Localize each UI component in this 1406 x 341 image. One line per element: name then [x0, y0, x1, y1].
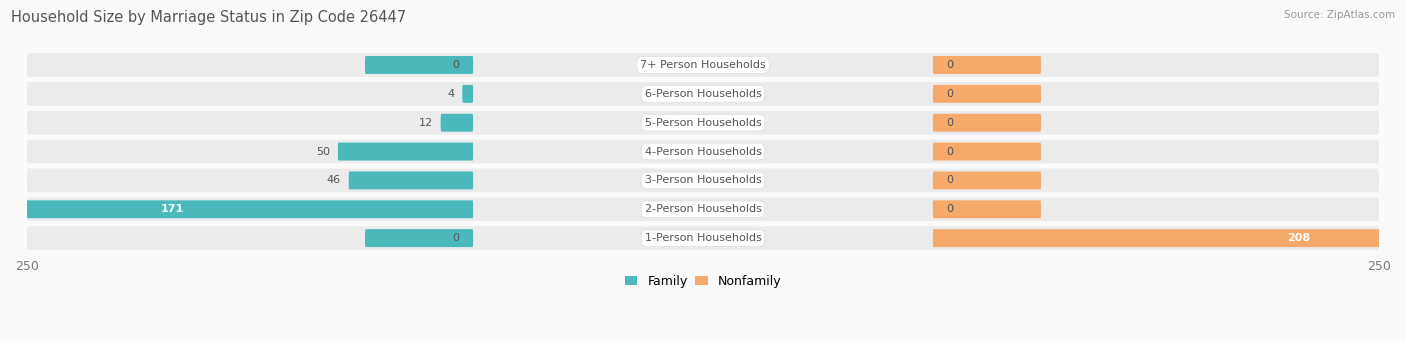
FancyBboxPatch shape [463, 85, 474, 103]
FancyBboxPatch shape [337, 143, 474, 161]
FancyBboxPatch shape [932, 143, 1040, 161]
FancyBboxPatch shape [932, 56, 1040, 74]
FancyBboxPatch shape [27, 82, 1379, 106]
Text: 7+ Person Households: 7+ Person Households [640, 60, 766, 70]
Text: 0: 0 [946, 175, 953, 186]
Text: Source: ZipAtlas.com: Source: ZipAtlas.com [1284, 10, 1395, 20]
Text: 2-Person Households: 2-Person Households [644, 204, 762, 214]
FancyBboxPatch shape [27, 197, 1379, 221]
Text: 208: 208 [1286, 233, 1310, 243]
FancyBboxPatch shape [27, 53, 1379, 77]
FancyBboxPatch shape [11, 201, 474, 218]
Text: Household Size by Marriage Status in Zip Code 26447: Household Size by Marriage Status in Zip… [11, 10, 406, 25]
Text: 50: 50 [316, 147, 330, 157]
Legend: Family, Nonfamily: Family, Nonfamily [620, 270, 786, 293]
Text: 6-Person Households: 6-Person Households [644, 89, 762, 99]
FancyBboxPatch shape [27, 111, 1379, 135]
FancyBboxPatch shape [349, 172, 474, 189]
FancyBboxPatch shape [440, 114, 474, 132]
FancyBboxPatch shape [366, 56, 474, 74]
FancyBboxPatch shape [932, 229, 1406, 247]
FancyBboxPatch shape [27, 140, 1379, 163]
Text: 0: 0 [946, 89, 953, 99]
FancyBboxPatch shape [932, 201, 1040, 218]
Text: 0: 0 [946, 60, 953, 70]
FancyBboxPatch shape [932, 172, 1040, 189]
Text: 4-Person Households: 4-Person Households [644, 147, 762, 157]
FancyBboxPatch shape [932, 114, 1040, 132]
Text: 1-Person Households: 1-Person Households [644, 233, 762, 243]
FancyBboxPatch shape [27, 226, 1379, 250]
Text: 0: 0 [946, 118, 953, 128]
Text: 4: 4 [447, 89, 454, 99]
Text: 0: 0 [453, 233, 460, 243]
Text: 5-Person Households: 5-Person Households [644, 118, 762, 128]
Text: 0: 0 [946, 147, 953, 157]
Text: 12: 12 [419, 118, 433, 128]
Text: 0: 0 [453, 60, 460, 70]
FancyBboxPatch shape [932, 85, 1040, 103]
Text: 171: 171 [160, 204, 184, 214]
Text: 3-Person Households: 3-Person Households [644, 175, 762, 186]
FancyBboxPatch shape [366, 229, 474, 247]
Text: 0: 0 [946, 204, 953, 214]
Text: 46: 46 [326, 175, 340, 186]
FancyBboxPatch shape [27, 168, 1379, 192]
